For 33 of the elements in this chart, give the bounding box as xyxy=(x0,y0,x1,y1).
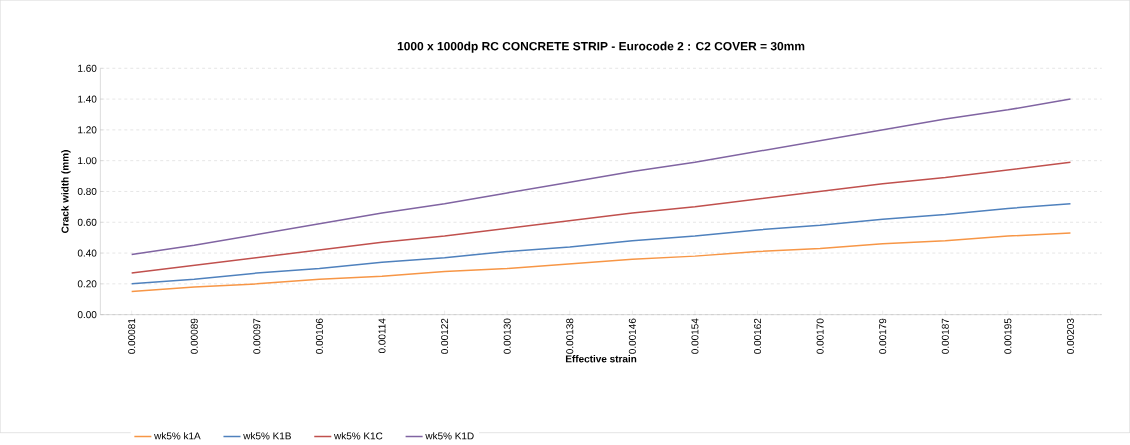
x-tick-label: 0.00106 xyxy=(315,318,323,354)
x-tick-label: 0.00203 xyxy=(1066,318,1074,354)
x-tick-label: 0.00130 xyxy=(503,318,511,354)
x-tick-label: 0.00114 xyxy=(378,318,386,354)
y-tick-label: 1.60 xyxy=(78,64,97,72)
legend-label: wk5% K1C xyxy=(334,432,383,440)
x-tick-label: 0.00179 xyxy=(879,318,887,354)
line-series xyxy=(130,203,1072,285)
x-tick-label: 0.00097 xyxy=(253,318,261,354)
x-tick-label: 0.00195 xyxy=(1004,318,1012,354)
legend-label: wk5% k1A xyxy=(154,432,201,440)
x-tick-label: 0.00162 xyxy=(753,318,762,354)
x-tick-label: 0.00170 xyxy=(816,318,824,354)
x-tick-label: 0.00122 xyxy=(441,318,449,354)
x-tick-label: 0.00089 xyxy=(190,318,198,354)
y-tick-label: 1.40 xyxy=(78,95,97,103)
y-tick-label: 0.00 xyxy=(77,311,97,319)
y-tick-label: 0.80 xyxy=(77,188,97,196)
chart-title: 1000 x 1000dp RC CONCRETE STRIP - Eurocode 2 : C2 COVER = 30mm xyxy=(397,41,805,53)
x-tick-label: 0.00138 xyxy=(566,318,574,354)
y-axis-title: Crack width (mm) xyxy=(61,150,71,233)
x-tick-label: 0.00081 xyxy=(128,318,136,354)
y-tick-label: 0.40 xyxy=(77,249,97,257)
y-tick-label: 1.20 xyxy=(78,126,97,134)
y-tick-label: 0.60 xyxy=(77,218,97,226)
x-tick-label: 0.00154 xyxy=(691,318,699,354)
y-tick-label: 0.20 xyxy=(77,280,97,288)
x-axis-title: Effective strain xyxy=(565,355,637,363)
x-tick-label: 0.00146 xyxy=(628,318,636,354)
legend-label: wk5% K1B xyxy=(243,432,291,440)
x-tick-label: 0.00187 xyxy=(941,318,949,354)
legend-label: wk5% K1D xyxy=(425,432,474,440)
y-tick-label: 1.00 xyxy=(78,157,97,165)
